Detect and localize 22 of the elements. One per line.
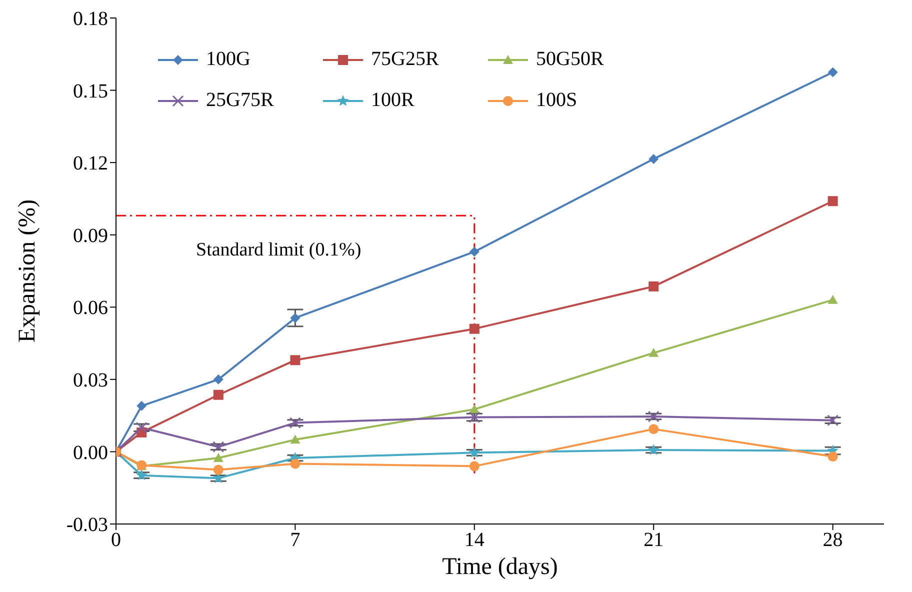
x-tick-label: 28 [822,529,843,552]
y-axis-title: Expansion (%) [14,199,41,343]
legend-label: 75G25R [371,48,439,71]
ref-line-label: Standard limit (0.1%) [196,240,362,261]
legend-label: 100R [371,89,414,112]
y-tick-label: 0.06 [73,297,108,320]
y-tick-label: 0.18 [73,8,108,30]
y-tick-label: -0.03 [66,514,108,536]
y-tick-label: 0.15 [73,80,108,102]
legend-label: 100G [206,48,250,71]
x-axis-title: Time (days) [442,554,558,580]
x-tick-label: 0 [111,529,121,552]
y-tick-label: 0.00 [73,442,108,464]
x-tick-label: 7 [290,529,300,552]
x-tick-label: 21 [644,529,664,552]
y-tick-label: 0.12 [73,152,108,175]
legend-label: 50G50R [536,48,604,71]
legend-label: 25G75R [206,89,274,112]
y-tick-label: 0.03 [73,370,108,392]
x-tick-label: 14 [464,529,484,552]
legend-label: 100S [536,89,578,112]
y-tick-label: 0.09 [73,224,108,247]
